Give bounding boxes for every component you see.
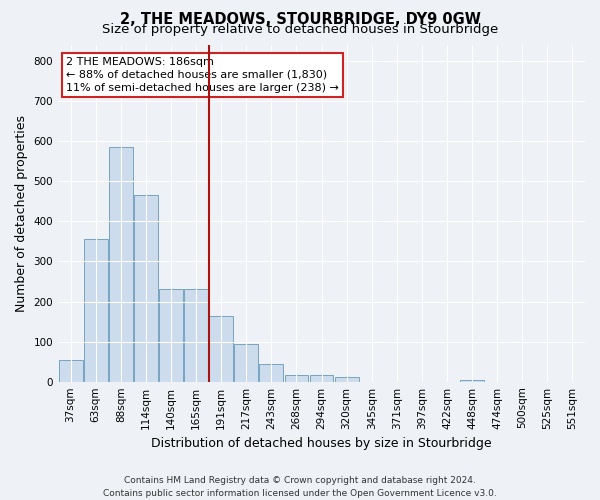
Bar: [335, 377, 359, 382]
Y-axis label: Number of detached properties: Number of detached properties: [15, 115, 28, 312]
X-axis label: Distribution of detached houses by size in Stourbridge: Distribution of detached houses by size …: [151, 437, 492, 450]
Bar: [59, 360, 83, 382]
Text: Size of property relative to detached houses in Stourbridge: Size of property relative to detached ho…: [102, 22, 498, 36]
Text: Contains HM Land Registry data © Crown copyright and database right 2024.
Contai: Contains HM Land Registry data © Crown c…: [103, 476, 497, 498]
Text: 2, THE MEADOWS, STOURBRIDGE, DY9 0GW: 2, THE MEADOWS, STOURBRIDGE, DY9 0GW: [119, 12, 481, 28]
Bar: [84, 240, 107, 382]
Bar: [109, 147, 133, 382]
Bar: [209, 316, 233, 382]
Bar: [259, 364, 283, 382]
Bar: [235, 344, 258, 382]
Bar: [134, 196, 158, 382]
Bar: [159, 290, 183, 382]
Bar: [310, 375, 334, 382]
Bar: [460, 380, 484, 382]
Bar: [184, 290, 208, 382]
Bar: [284, 375, 308, 382]
Text: 2 THE MEADOWS: 186sqm
← 88% of detached houses are smaller (1,830)
11% of semi-d: 2 THE MEADOWS: 186sqm ← 88% of detached …: [66, 57, 339, 93]
